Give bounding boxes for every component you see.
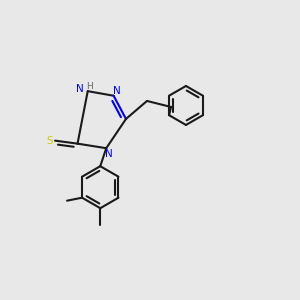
Text: H: H xyxy=(86,82,93,91)
Text: N: N xyxy=(105,149,112,159)
Text: N: N xyxy=(113,86,121,96)
Text: N: N xyxy=(76,84,84,94)
Text: S: S xyxy=(46,136,53,146)
